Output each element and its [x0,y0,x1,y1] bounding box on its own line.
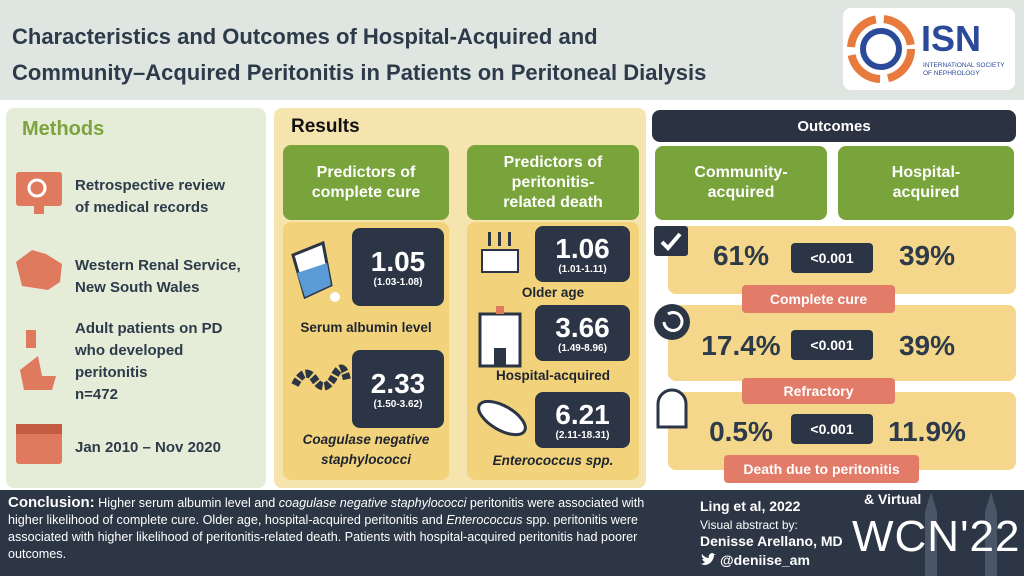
stat-box: 1.06 (1.01-1.11) [535,226,630,282]
text: peritonitis [75,364,148,381]
odds-ratio: 1.06 [555,232,610,264]
text: Predictors of [316,163,416,181]
odds-ratio: 2.33 [370,367,426,399]
author: Denisse Arellano, MD [700,533,843,549]
text: peritonitis- [511,173,595,191]
text: peritonitis were associated with higher … [8,496,645,527]
confidence-interval: (1.49-8.96) [558,342,607,354]
text: who developed [75,342,184,359]
odds-ratio: 6.21 [555,398,610,430]
method-item: Adult patients on PD who developed periton… [75,318,223,406]
results-title: Results [291,116,360,137]
method-item: Jan 2010 – Nov 2020 [75,437,221,459]
event-prefix: & Virtual [864,491,922,507]
text: spp. peritonitis were associated with hi… [8,513,639,561]
methods-title: Methods [22,118,105,140]
stat-box: 2.33 (1.50-3.62) [352,350,444,428]
column-heading: Predictors of peritonitis-related death [467,145,639,220]
text: Adult patients on PD [75,320,223,337]
text: n=472 [75,386,118,403]
odds-ratio: 3.66 [555,311,610,343]
logo: ISN INTERNATIONAL SOCIETY OF NEPHROLOGY [843,8,1015,90]
p-value: <0.001 [791,330,873,360]
text: related death [503,193,603,211]
predictor-label: Enterococcus spp. [492,453,614,468]
text: Jan 2010 – Nov 2020 [75,439,221,456]
results-icons [477,232,527,437]
community-value: 17.4% [701,330,781,361]
confidence-interval: (2.11-18.31) [555,429,610,441]
text: Community- [694,164,788,181]
twitter-icon [700,553,716,565]
p-value: <0.001 [791,414,873,444]
p-value: <0.001 [791,243,873,273]
text: Hospital- [891,164,961,181]
group-heading: Community-acquired [655,146,827,220]
outcomes-title: Outcomes [652,110,1016,142]
outcome-label: Refractory [742,378,895,404]
text: Higher serum albumin level and [98,496,276,510]
stat-box: 6.21 (2.11-18.31) [535,392,630,448]
footer [0,490,1024,576]
text: Predictors of [503,153,603,171]
conclusion-label: Conclusion: [8,494,95,511]
predictor-label: Older age [521,285,585,300]
predictor-label: Coagulase negative staphylococci [283,430,449,470]
methods-icons [16,172,62,464]
text: coagulase negative staphylococci [278,496,467,510]
confidence-interval: (1.50-3.62) [373,398,423,410]
text: acquired [707,184,775,201]
title: Community–Acquired Peritonitis in Patien… [12,60,707,85]
predictor-label: Hospital-acquired [495,368,611,383]
odds-ratio: 1.05 [370,245,426,277]
results-icons [291,240,351,391]
text: Western Renal Service, [75,257,241,274]
community-value: 0.5% [709,416,773,447]
confidence-interval: (1.03-1.08) [373,276,423,288]
logo-subtitle: INTERNATIONAL SOCIETY [923,62,1005,69]
method-item: Retrospective review of medical records [75,175,225,219]
text: of medical records [75,199,209,216]
text: New South Wales [75,279,200,296]
confidence-interval: (1.01-1.11) [558,263,607,275]
text: acquired [892,184,960,201]
logo-icon [847,15,915,83]
column-heading: Predictors of complete cure [283,145,449,220]
stat-box: 3.66 (1.49-8.96) [535,305,630,361]
hospital-value: 11.9% [888,416,966,447]
predictor-label: Serum albumin level [300,320,432,335]
text: Coagulase negative [302,432,430,447]
outcome-label: Death due to peritonitis [724,455,919,483]
method-item: Western Renal Service, New South Wales [75,255,241,299]
logo-name: ISN [921,18,982,59]
hospital-value: 39% [898,240,956,271]
text: complete cure [311,183,421,201]
event-name: WCN'22 [852,512,1021,561]
community-value: 61% [712,240,770,271]
text: staphylococci [320,452,412,467]
logo-subtitle: OF NEPHROLOGY [923,70,980,77]
stat-box: 1.05 (1.03-1.08) [352,228,444,306]
handle: @deniise_am [720,552,810,568]
citation: Ling et al, 2022 [700,498,801,514]
conclusion: Conclusion: Higher serum albumin level a… [8,494,676,563]
text: Retrospective review [75,177,226,194]
title: Characteristics and Outcomes of Hospital… [12,24,598,49]
outcome-icons [654,226,690,429]
hospital-value: 39% [898,330,956,361]
credit: Visual abstract by: [700,518,798,532]
group-heading: Hospital-acquired [838,146,1014,220]
text: Enterococcus [446,513,523,527]
towers [925,492,997,576]
outcome-label: Complete cure [742,285,895,313]
